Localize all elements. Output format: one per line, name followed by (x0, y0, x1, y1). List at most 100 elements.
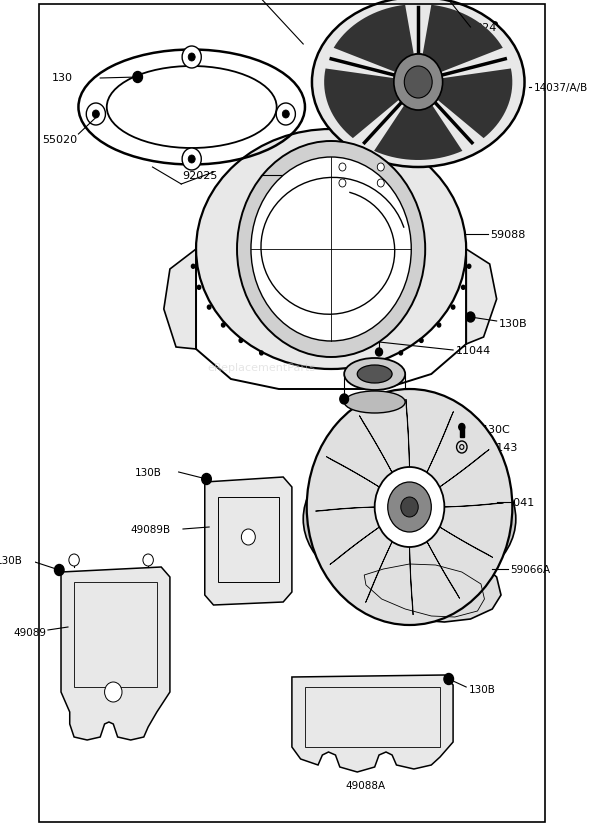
Circle shape (419, 339, 423, 343)
Circle shape (182, 149, 201, 171)
Text: 59088: 59088 (490, 230, 526, 240)
Circle shape (133, 73, 142, 84)
Ellipse shape (312, 0, 525, 168)
Polygon shape (324, 69, 401, 139)
Polygon shape (356, 552, 501, 622)
Circle shape (276, 104, 296, 126)
Circle shape (394, 55, 442, 111)
Polygon shape (435, 524, 493, 557)
Polygon shape (424, 537, 460, 599)
Circle shape (388, 482, 431, 533)
Circle shape (239, 339, 242, 343)
Text: eReplacementParts: eReplacementParts (207, 362, 316, 372)
Bar (460, 428, 464, 437)
Circle shape (197, 286, 201, 290)
Ellipse shape (358, 366, 392, 384)
Circle shape (467, 265, 471, 269)
Text: 130C: 130C (482, 424, 510, 434)
Ellipse shape (196, 130, 466, 370)
Polygon shape (424, 412, 454, 478)
Text: 130A: 130A (386, 404, 415, 414)
Circle shape (437, 323, 441, 327)
Circle shape (394, 55, 442, 111)
Circle shape (143, 554, 153, 566)
Circle shape (401, 497, 418, 518)
Circle shape (182, 47, 201, 69)
Circle shape (377, 164, 384, 172)
Bar (218, 497, 279, 582)
Circle shape (404, 67, 432, 99)
Circle shape (188, 54, 195, 62)
Circle shape (69, 554, 79, 566)
Text: 130B: 130B (469, 684, 496, 694)
Circle shape (104, 682, 122, 702)
Text: 224: 224 (475, 23, 496, 33)
Circle shape (93, 111, 99, 119)
Circle shape (399, 351, 402, 356)
Text: 49089: 49089 (13, 627, 46, 638)
Circle shape (251, 158, 411, 342)
Polygon shape (422, 6, 503, 74)
Text: 130B: 130B (0, 555, 22, 566)
Bar (74, 582, 157, 687)
Circle shape (188, 155, 195, 164)
Polygon shape (366, 537, 395, 603)
Circle shape (86, 104, 106, 126)
Text: 55020: 55020 (42, 135, 77, 145)
Polygon shape (466, 250, 497, 345)
Circle shape (466, 313, 475, 323)
Circle shape (340, 394, 349, 404)
Circle shape (208, 306, 211, 310)
Text: 14037/A/B: 14037/A/B (534, 83, 588, 93)
Polygon shape (435, 450, 489, 490)
Text: 130: 130 (53, 73, 73, 83)
Polygon shape (406, 399, 409, 473)
Circle shape (451, 306, 455, 310)
Text: 92143: 92143 (482, 442, 517, 452)
Polygon shape (359, 416, 395, 478)
Ellipse shape (327, 159, 395, 193)
Polygon shape (164, 250, 196, 350)
Text: E0150-A220B: E0150-A220B (389, 20, 499, 38)
Polygon shape (330, 524, 384, 565)
Polygon shape (205, 477, 292, 605)
Circle shape (202, 474, 211, 485)
Text: 130B: 130B (499, 318, 528, 328)
Circle shape (237, 141, 425, 357)
Polygon shape (326, 457, 384, 490)
Ellipse shape (303, 442, 516, 596)
Polygon shape (292, 675, 453, 772)
Text: 130B: 130B (135, 467, 162, 477)
Circle shape (241, 529, 255, 545)
Text: 11044: 11044 (455, 346, 491, 356)
Circle shape (283, 111, 289, 119)
Polygon shape (374, 103, 463, 160)
Polygon shape (439, 504, 503, 508)
Circle shape (459, 424, 465, 431)
Text: 49089B: 49089B (131, 524, 171, 534)
Ellipse shape (344, 391, 405, 414)
Circle shape (377, 179, 384, 188)
Circle shape (191, 265, 195, 269)
Text: 59066A: 59066A (510, 564, 550, 574)
Text: 92025: 92025 (182, 171, 218, 181)
Circle shape (221, 323, 225, 327)
Circle shape (404, 67, 432, 99)
Circle shape (444, 674, 454, 685)
Polygon shape (316, 508, 380, 511)
Polygon shape (435, 69, 512, 139)
Circle shape (260, 351, 263, 356)
Circle shape (376, 348, 382, 356)
Polygon shape (61, 567, 170, 740)
Ellipse shape (349, 169, 375, 183)
Polygon shape (409, 542, 413, 615)
Circle shape (461, 286, 465, 290)
Polygon shape (334, 6, 415, 74)
Circle shape (339, 164, 346, 172)
Text: 59041: 59041 (499, 497, 535, 508)
Circle shape (375, 467, 444, 547)
Circle shape (54, 565, 64, 576)
Bar (305, 687, 440, 747)
Ellipse shape (344, 359, 405, 390)
Circle shape (339, 179, 346, 188)
